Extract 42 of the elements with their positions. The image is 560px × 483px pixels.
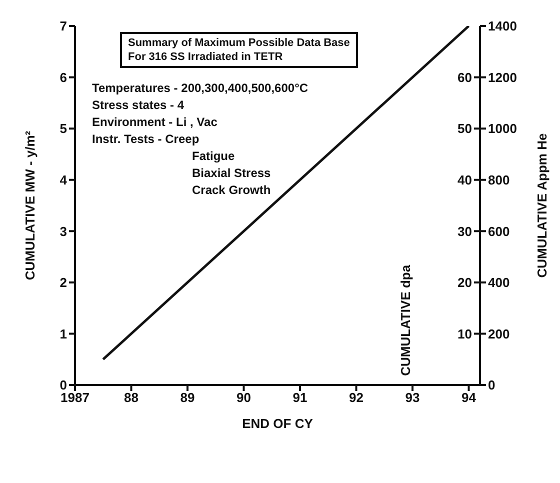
x-tick-label: 91 bbox=[292, 390, 308, 406]
y3-tick-label: 0 bbox=[488, 378, 496, 393]
annotation: Temperatures - 200,300,400,500,600°C bbox=[92, 80, 308, 97]
y-tick-label: 4 bbox=[60, 172, 68, 188]
y3-tick-label: 800 bbox=[488, 172, 510, 188]
y3-tick-label: 400 bbox=[488, 275, 510, 290]
x-tick-label: 93 bbox=[405, 390, 420, 406]
y2-tick-label: 50 bbox=[458, 121, 472, 136]
y2-tick-label: 60 bbox=[458, 70, 472, 85]
annotation: Crack Growth bbox=[191, 182, 272, 199]
annotation: Instr. Tests - Creep bbox=[92, 131, 200, 148]
y2-tick-label: 20 bbox=[458, 275, 472, 290]
x-tick-label: 89 bbox=[180, 390, 195, 406]
y-tick-label: 7 bbox=[60, 18, 67, 34]
y3-tick-label: 1000 bbox=[488, 121, 517, 136]
y-tick-label: 5 bbox=[60, 121, 67, 136]
y-axis-title: CUMULATIVE MW - y/m² bbox=[22, 130, 38, 280]
y2-tick-label: 10 bbox=[458, 326, 472, 342]
annotation: Stress states - 4 bbox=[92, 97, 186, 114]
y3-tick-label: 200 bbox=[488, 326, 510, 342]
y-tick-label: 3 bbox=[60, 224, 67, 239]
x-tick-label: 88 bbox=[124, 390, 138, 406]
y-tick-label: 1 bbox=[60, 326, 67, 342]
y3-axis-title: CUMULATIVE Appm He bbox=[534, 133, 550, 278]
x-tick-label: 90 bbox=[236, 390, 251, 406]
y-tick-label: 0 bbox=[60, 378, 67, 393]
y2-axis-title: CUMULATIVE dpa bbox=[398, 264, 413, 376]
annotation: Fatigue bbox=[191, 148, 236, 165]
y3-tick-label: 1200 bbox=[488, 70, 517, 85]
x-tick-label: 1987 bbox=[60, 390, 90, 406]
x-tick-label: 92 bbox=[349, 390, 364, 406]
y3-tick-label: 1400 bbox=[488, 18, 517, 34]
y2-tick-label: 30 bbox=[458, 224, 472, 239]
annotation: Biaxial Stress bbox=[191, 165, 272, 182]
y-tick-label: 6 bbox=[60, 70, 67, 85]
x-tick-label: 94 bbox=[462, 390, 477, 406]
text: Summary of Maximum Possible Data Base For 316 SS Irradiated in TETR bbox=[120, 32, 358, 68]
y-tick-label: 2 bbox=[60, 275, 67, 290]
annotation: Environment - Li , Vac bbox=[92, 114, 218, 131]
y3-tick-label: 600 bbox=[488, 224, 510, 239]
x-axis-title: END OF CY bbox=[242, 416, 314, 431]
y2-tick-label: 40 bbox=[458, 172, 472, 188]
